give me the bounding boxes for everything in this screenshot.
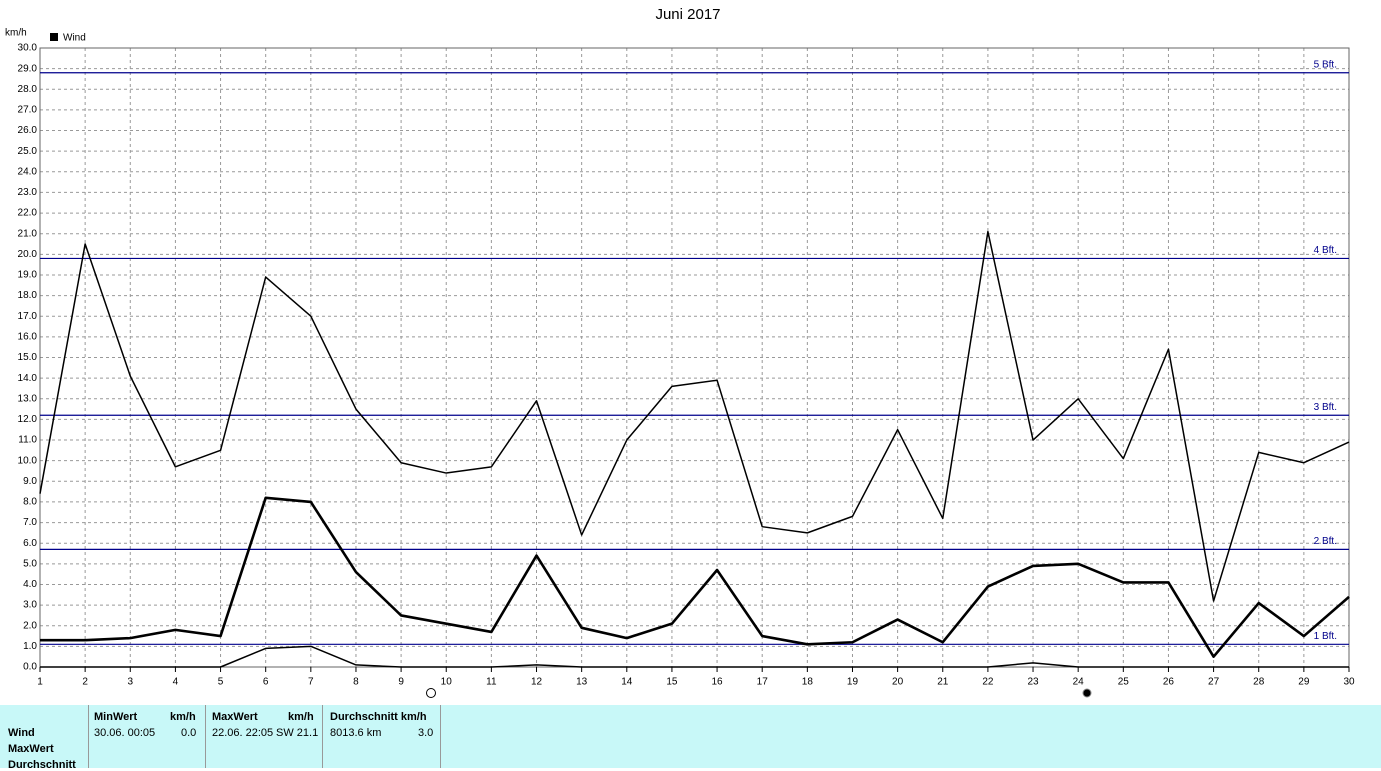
y-axis-label: km/h [5, 28, 27, 39]
series-line [39, 230, 1350, 602]
cell: 8013.6 km [330, 727, 382, 739]
y-tick-label: 16.0 [18, 332, 38, 343]
header: km/h [288, 711, 314, 723]
chart-title: Juni 2017 [655, 6, 720, 23]
y-tick-label: 13.0 [18, 393, 38, 404]
legend-label: Wind [63, 33, 86, 44]
x-tick-label: 14 [621, 677, 633, 688]
y-tick-label: 17.0 [18, 311, 38, 322]
cell: 30.06. 00:05 [94, 727, 156, 739]
x-tick-label: 18 [802, 677, 814, 688]
x-tick-label: 5 [218, 677, 224, 688]
y-tick-label: 28.0 [18, 84, 38, 95]
y-tick-label: 19.0 [18, 270, 38, 281]
reference-label: 4 Bft. [1314, 245, 1337, 256]
separator [205, 705, 206, 768]
row-label: MaxWert [8, 743, 54, 755]
x-tick-label: 19 [847, 677, 859, 688]
separator [322, 705, 323, 768]
y-tick-label: 26.0 [18, 125, 38, 136]
x-tick-label: 17 [757, 677, 769, 688]
x-tick-label: 10 [441, 677, 453, 688]
x-tick-label: 16 [712, 677, 724, 688]
x-tick-label: 2 [82, 677, 88, 688]
y-tick-label: 20.0 [18, 249, 38, 260]
moon-icon [426, 688, 436, 698]
reference-label: 5 Bft. [1314, 59, 1337, 70]
cell: 3.0 [418, 727, 434, 739]
x-tick-label: 4 [173, 677, 179, 688]
y-tick-label: 11.0 [18, 435, 37, 446]
x-tick-label: 24 [1073, 677, 1085, 688]
x-tick-label: 30 [1343, 677, 1355, 688]
x-tick-label: 15 [666, 677, 678, 688]
series-line [40, 645, 1349, 668]
x-tick-label: 1 [37, 677, 43, 688]
y-tick-label: 0.0 [23, 662, 37, 673]
x-tick-label: 29 [1298, 677, 1310, 688]
row-label: Durchschnitt [8, 759, 76, 771]
y-tick-label: 25.0 [18, 146, 38, 157]
cell: 22.06. 22:05 [212, 727, 274, 739]
reference-label: 3 Bft. [1314, 402, 1337, 413]
header: MinWert [94, 711, 138, 723]
y-tick-label: 7.0 [23, 517, 37, 528]
row-label: Wind [8, 727, 35, 739]
reference-label: 1 Bft. [1314, 631, 1337, 642]
y-tick-label: 1.0 [23, 641, 37, 652]
header: km/h [170, 711, 196, 723]
x-tick-label: 22 [982, 677, 994, 688]
y-tick-label: 14.0 [18, 373, 38, 384]
x-tick-label: 23 [1027, 677, 1039, 688]
y-tick-label: 27.0 [18, 105, 38, 116]
x-tick-label: 25 [1118, 677, 1130, 688]
separator [88, 705, 89, 768]
x-tick-label: 12 [531, 677, 543, 688]
x-tick-label: 6 [263, 677, 269, 688]
cell: SW 21.1 [276, 727, 319, 739]
series-line [40, 496, 1350, 658]
chart: Juni 2017 km/h Wind 0.0 1.0 2.0 3.0 4.0 5.0 6.… [5, 6, 1355, 698]
x-tick-label: 7 [308, 677, 314, 688]
y-tick-label: 30.0 [18, 43, 38, 54]
separator [440, 705, 441, 768]
legend-swatch [50, 33, 58, 41]
y-tick-label: 18.0 [18, 290, 38, 301]
x-tick-label: 13 [576, 677, 588, 688]
cell: 0.0 [181, 727, 197, 739]
y-tick-label: 10.0 [18, 455, 38, 466]
header: MaxWert [212, 711, 258, 723]
x-tick-label: 11 [486, 677, 497, 688]
reference-label: 2 Bft. [1314, 536, 1337, 547]
y-tick-label: 4.0 [23, 579, 37, 590]
y-tick-label: 21.0 [18, 228, 38, 239]
x-tick-label: 20 [892, 677, 904, 688]
x-tick-label: 8 [353, 677, 359, 688]
x-tick-label: 21 [937, 677, 949, 688]
y-tick-label: 23.0 [18, 187, 38, 198]
y-tick-label: 8.0 [23, 497, 37, 508]
moon-icon [1082, 688, 1092, 698]
y-tick-label: 5.0 [23, 558, 37, 569]
x-tick-label: 27 [1208, 677, 1220, 688]
y-tick-label: 22.0 [18, 208, 38, 219]
x-tick-label: 3 [127, 677, 133, 688]
header: Durchschnitt km/h [330, 711, 427, 723]
y-tick-label: 9.0 [23, 476, 37, 487]
x-tick-label: 26 [1163, 677, 1175, 688]
stats-table: MinWert km/h MaxWert km/h Durchschnitt k… [0, 705, 1381, 771]
x-tick-label: 28 [1253, 677, 1265, 688]
y-tick-label: 3.0 [23, 600, 37, 611]
y-tick-label: 29.0 [18, 63, 38, 74]
y-tick-label: 12.0 [18, 414, 38, 425]
y-tick-label: 6.0 [23, 538, 37, 549]
y-tick-label: 15.0 [18, 352, 38, 363]
y-tick-label: 24.0 [18, 166, 38, 177]
y-tick-label: 2.0 [23, 620, 37, 631]
x-tick-label: 9 [398, 677, 404, 688]
